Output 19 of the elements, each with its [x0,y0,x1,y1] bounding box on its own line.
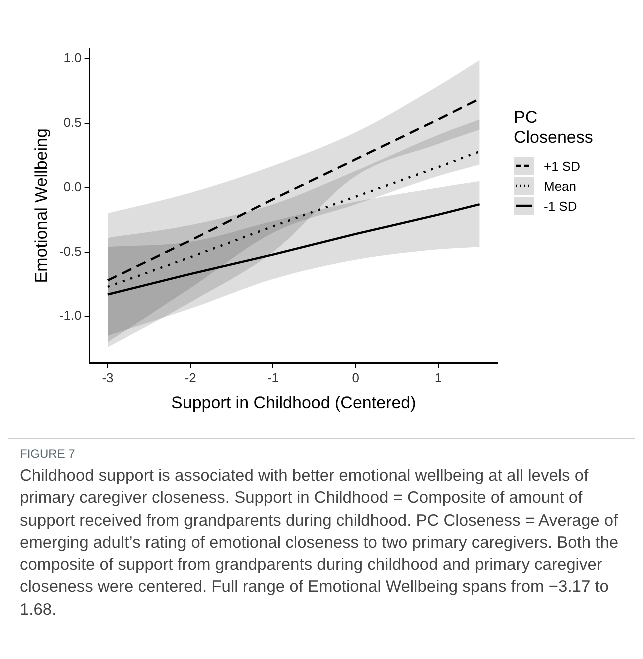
legend-label: +1 SD [544,158,580,174]
x-tick-label: -1 [267,370,280,386]
x-axis-title: Support in Childhood (Centered) [172,393,416,412]
x-tick-label: -3 [102,370,114,386]
y-tick-label: -1.0 [59,308,82,324]
y-tick-label: 0.5 [64,115,82,130]
line-series [106,150,481,288]
x-tick-label: -2 [184,370,196,386]
x-tick-label: 0 [352,370,360,386]
legend-label: Mean [544,178,577,194]
y-tick-label: 1.0 [64,50,82,66]
text: Childhood support is associated with better emotional wellbeing at all levels of primary caregiver closeness. Support in Childhood = Composite of amount of support received from grandparents during childhood. PC Closeness = Average of emerging adult’s rating of emotional closeness to two primary caregivers. Both the composite of support from grandparents during childhood and primary caregiver closeness were centered. Full range of Emotional Wellbeing spans from −3.17 to 1.68. [20,466,620,621]
y-tick-label: 0.0 [64,179,82,194]
legend-title: PC Closeness [514,108,594,148]
legend-label: -1 SD [544,198,578,214]
x-tick-label: 1 [434,370,442,386]
y-tick-label: -0.5 [59,244,82,259]
y-axis-title: Emotional Wellbeing [32,128,51,284]
text: FIGURE 7 [20,447,76,461]
